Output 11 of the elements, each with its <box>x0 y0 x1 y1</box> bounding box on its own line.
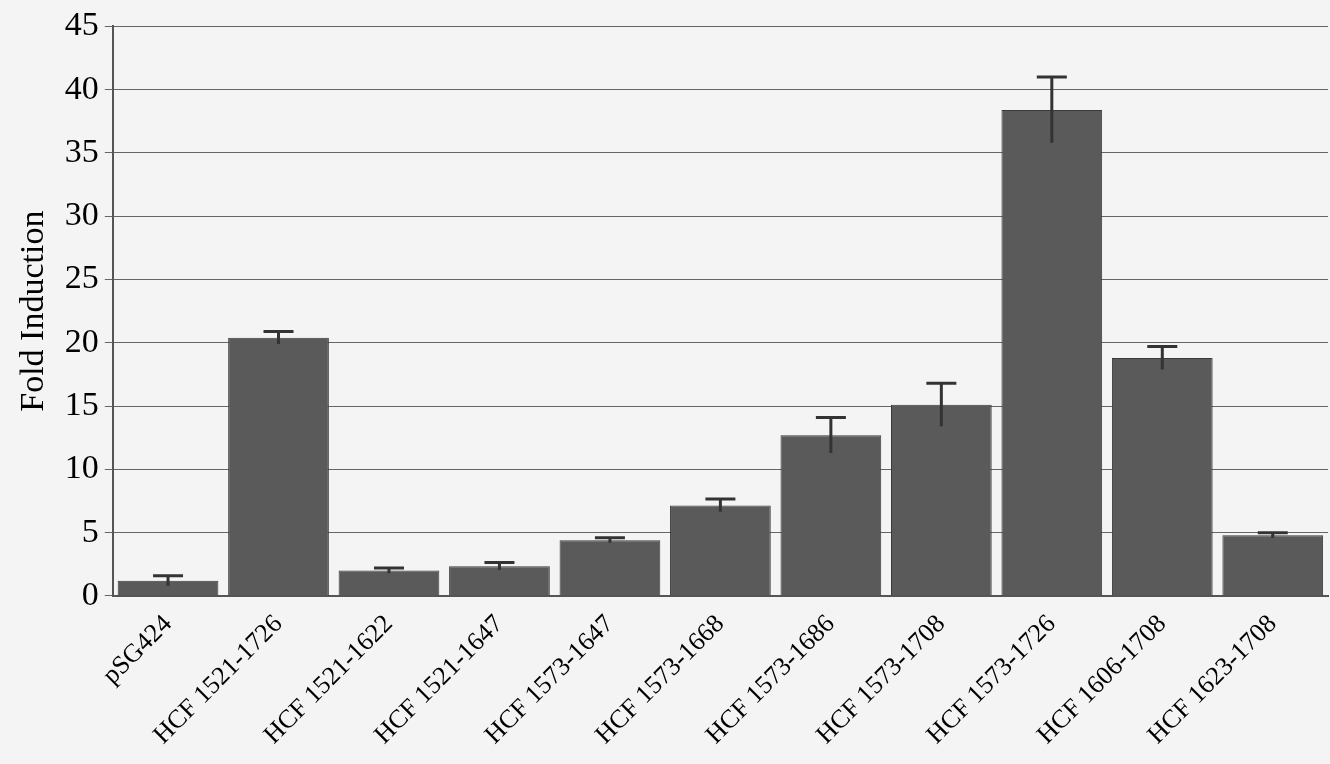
y-tick-label: 20 <box>64 321 99 359</box>
y-tick-label: 30 <box>64 195 99 233</box>
y-axis-title: Fold Induction <box>13 210 51 412</box>
y-tick-label: 45 <box>64 5 99 43</box>
y-tick-label: 15 <box>64 385 99 422</box>
y-tick-label: 25 <box>64 258 99 296</box>
y-tick-label: 0 <box>81 574 99 612</box>
y-tick-label: 5 <box>81 511 99 549</box>
y-tick-label: 40 <box>64 68 99 106</box>
y-tick-label: 35 <box>64 131 99 169</box>
y-tick-label: 10 <box>64 448 99 486</box>
